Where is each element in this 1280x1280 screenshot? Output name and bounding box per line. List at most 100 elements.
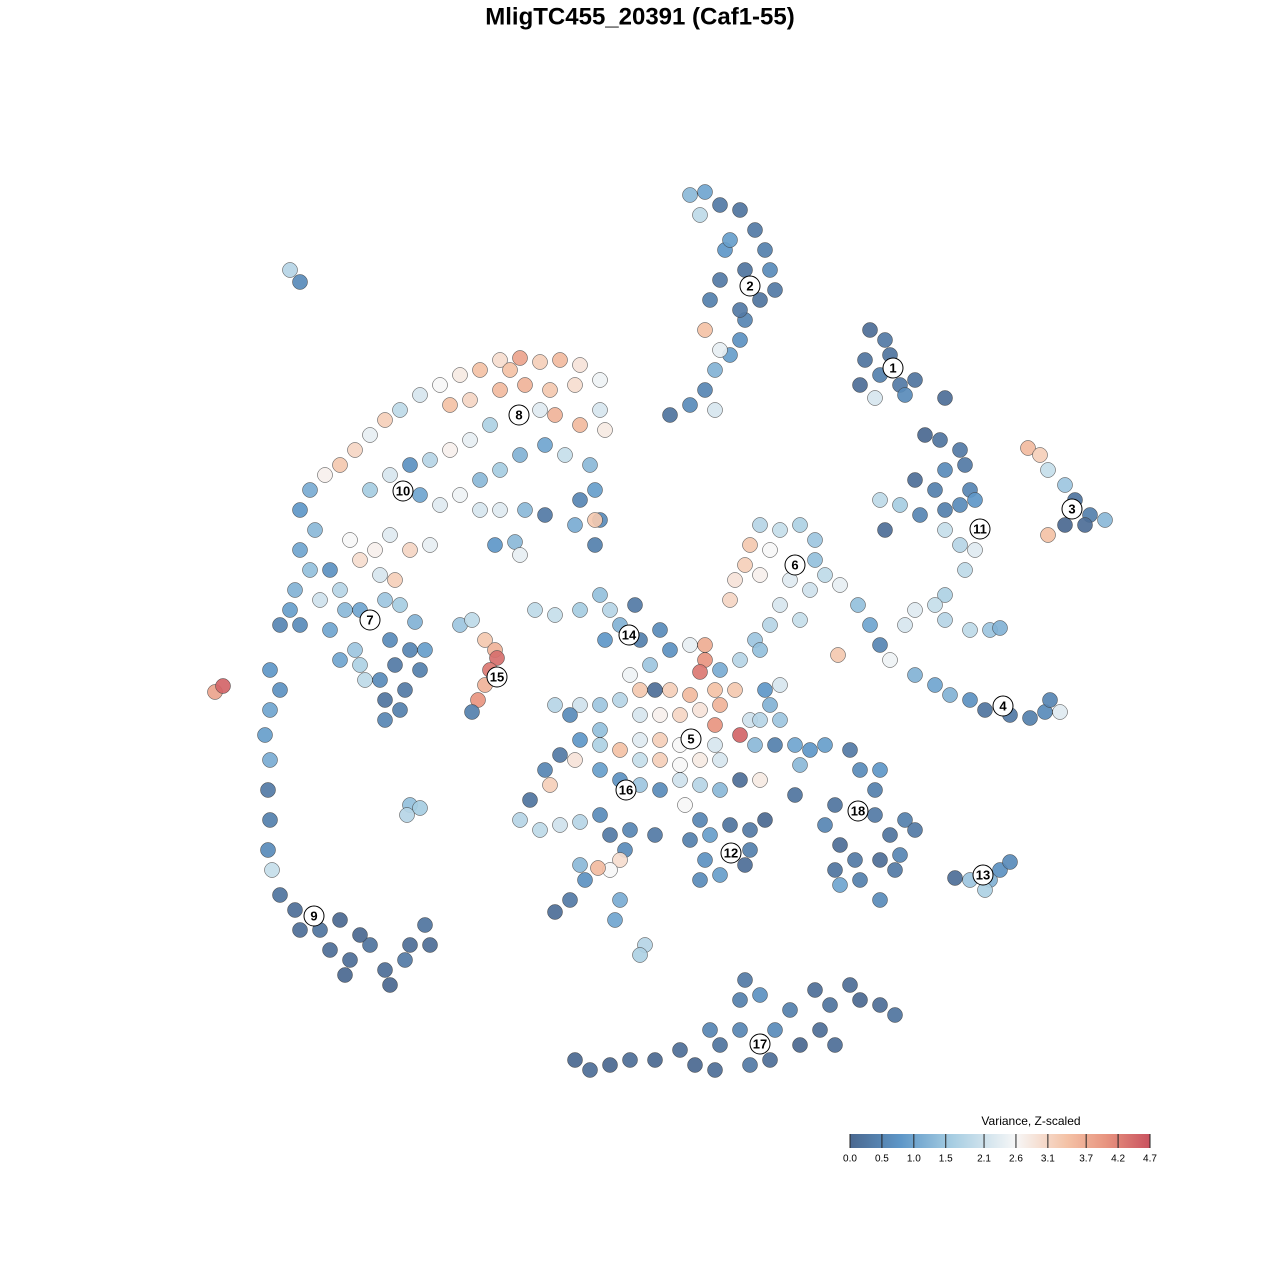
- cell-point: [937, 462, 953, 478]
- cell-point: [215, 678, 231, 694]
- cluster-label-text: 4: [999, 698, 1007, 713]
- cell-point: [402, 642, 418, 658]
- cell-point: [742, 1057, 758, 1073]
- cell-point: [787, 737, 803, 753]
- cell-point: [432, 497, 448, 513]
- cell-point: [722, 817, 738, 833]
- cell-point: [527, 602, 543, 618]
- cell-point: [532, 822, 548, 838]
- cell-point: [532, 402, 548, 418]
- cell-point: [767, 282, 783, 298]
- cell-point: [722, 232, 738, 248]
- cell-point: [917, 427, 933, 443]
- cell-point: [1002, 854, 1018, 870]
- cell-point: [372, 567, 388, 583]
- cluster-label: 3: [1061, 498, 1083, 520]
- cell-point: [737, 857, 753, 873]
- cell-point: [772, 677, 788, 693]
- cell-point: [652, 752, 668, 768]
- cell-point: [712, 867, 728, 883]
- cell-point: [957, 562, 973, 578]
- cell-point: [462, 432, 478, 448]
- cell-point: [742, 537, 758, 553]
- cell-point: [772, 712, 788, 728]
- cell-point: [822, 997, 838, 1013]
- cell-point: [937, 522, 953, 538]
- cell-point: [377, 592, 393, 608]
- cell-point: [607, 912, 623, 928]
- cell-point: [1040, 527, 1056, 543]
- cell-point: [302, 562, 318, 578]
- cell-point: [697, 637, 713, 653]
- cell-point: [712, 782, 728, 798]
- cell-point: [422, 537, 438, 553]
- cell-point: [712, 662, 728, 678]
- cell-point: [687, 1057, 703, 1073]
- cell-point: [957, 457, 973, 473]
- cell-point: [602, 827, 618, 843]
- cell-point: [712, 342, 728, 358]
- cell-point: [512, 350, 528, 366]
- cell-point: [672, 1042, 688, 1058]
- cluster-label: 14: [618, 624, 640, 646]
- cell-point: [472, 502, 488, 518]
- cell-point: [612, 892, 628, 908]
- cell-point: [727, 572, 743, 588]
- cell-point: [592, 372, 608, 388]
- cell-point: [702, 1022, 718, 1038]
- cell-point: [672, 772, 688, 788]
- cell-point: [562, 892, 578, 908]
- cell-point: [592, 807, 608, 823]
- colorbar-tick-label: 1.0: [907, 1154, 921, 1165]
- cluster-label-badge: [680, 728, 702, 750]
- cell-point: [387, 572, 403, 588]
- cell-point: [732, 302, 748, 318]
- cell-point: [967, 542, 983, 558]
- cell-point: [1057, 477, 1073, 493]
- cell-point: [767, 737, 783, 753]
- cell-point: [567, 1052, 583, 1068]
- cell-point: [682, 832, 698, 848]
- cell-point: [672, 757, 688, 773]
- cell-point: [537, 507, 553, 523]
- cell-point: [697, 322, 713, 338]
- cell-point: [552, 817, 568, 833]
- cell-point: [962, 622, 978, 638]
- cluster-label-badge: [749, 1033, 771, 1055]
- cell-point: [1042, 692, 1058, 708]
- cell-point: [489, 650, 505, 666]
- cell-point: [257, 727, 273, 743]
- cell-point: [547, 607, 563, 623]
- cluster-label-badge: [508, 404, 530, 426]
- cell-point: [362, 482, 378, 498]
- cell-point: [712, 1037, 728, 1053]
- cell-point: [817, 567, 833, 583]
- cell-point: [262, 702, 278, 718]
- cell-point: [872, 997, 888, 1013]
- cluster-label: 11: [969, 518, 991, 540]
- cell-point: [807, 532, 823, 548]
- cell-point: [572, 602, 588, 618]
- cell-point: [737, 262, 753, 278]
- cell-point: [832, 577, 848, 593]
- cluster-label-text: 8: [515, 407, 522, 422]
- cluster-label-text: 7: [366, 612, 373, 627]
- colorbar-tick-label: 1.5: [939, 1154, 953, 1165]
- cell-point: [927, 597, 943, 613]
- cell-point: [492, 502, 508, 518]
- cell-point: [402, 542, 418, 558]
- cell-point: [547, 904, 563, 920]
- cell-point: [412, 662, 428, 678]
- cell-point: [952, 442, 968, 458]
- cell-point: [742, 842, 758, 858]
- cell-point: [827, 862, 843, 878]
- cell-point: [587, 482, 603, 498]
- cell-point: [342, 532, 358, 548]
- cell-point: [1052, 704, 1068, 720]
- cell-point: [877, 522, 893, 538]
- cell-point: [1097, 512, 1113, 528]
- cell-point: [260, 782, 276, 798]
- cell-point: [487, 537, 503, 553]
- cell-point: [352, 927, 368, 943]
- cell-point: [732, 652, 748, 668]
